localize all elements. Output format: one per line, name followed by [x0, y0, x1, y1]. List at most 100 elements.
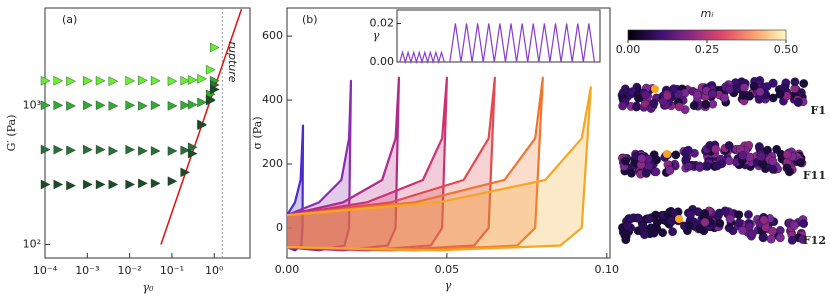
y-tick-label: 0	[276, 221, 283, 234]
particle	[762, 82, 772, 91]
particle	[747, 229, 757, 239]
particle	[700, 209, 710, 218]
marker	[180, 145, 191, 156]
panel-label: (a)	[62, 13, 77, 26]
colorbar	[627, 29, 787, 41]
marker	[40, 179, 51, 190]
y-tick-label: 10²	[23, 238, 41, 251]
particle	[761, 223, 771, 232]
particle	[622, 221, 632, 231]
x-tick-label: 10⁻²	[118, 264, 142, 277]
marker	[187, 99, 198, 110]
colorbar-tick-label: 0.00	[616, 43, 641, 56]
marker	[53, 100, 64, 111]
x-tick-label: 10⁻⁴	[33, 264, 58, 277]
colorbar-tick-label: 0.50	[774, 43, 799, 56]
marker	[167, 76, 178, 87]
particle	[712, 161, 722, 171]
x-tick-label: 0.10	[595, 263, 620, 276]
particle	[758, 233, 768, 243]
y-axis-label: σ (Pa)	[251, 116, 264, 149]
particle	[670, 208, 680, 218]
particle	[632, 102, 641, 112]
particle	[799, 219, 809, 229]
particle	[684, 221, 694, 230]
particle	[711, 144, 720, 154]
particle	[671, 150, 681, 160]
marker	[150, 178, 161, 189]
particle	[734, 210, 744, 220]
marker	[125, 144, 136, 155]
particle	[683, 145, 693, 155]
particle	[789, 221, 799, 231]
marker	[108, 76, 119, 87]
particle	[644, 214, 654, 224]
particle	[695, 224, 705, 233]
marker	[150, 75, 161, 86]
marker	[150, 146, 161, 156]
particle	[621, 235, 631, 245]
marker	[66, 101, 76, 111]
particle	[768, 156, 778, 166]
particle	[634, 213, 643, 223]
marker	[95, 144, 106, 155]
marker	[197, 73, 207, 84]
marker	[40, 100, 51, 111]
particle	[693, 90, 702, 100]
plot-frame	[396, 9, 601, 63]
marker	[95, 75, 106, 86]
x-tick-label: 10⁻¹	[160, 264, 184, 277]
marker	[150, 100, 161, 111]
particle	[799, 79, 809, 88]
colorbar-title: mᵢ	[701, 7, 714, 20]
particle	[796, 158, 805, 167]
x-tick-label: 0.05	[435, 263, 460, 276]
y-tick-label: 400	[262, 93, 283, 106]
particle	[618, 101, 628, 111]
particle	[725, 84, 734, 94]
particle	[738, 226, 747, 235]
particle	[790, 77, 800, 87]
cluster	[617, 76, 809, 114]
stress-curve	[286, 76, 496, 252]
particle	[720, 93, 729, 103]
y-tick-label: 10³	[23, 98, 41, 111]
marker	[53, 179, 64, 190]
particle	[701, 100, 711, 109]
particle	[675, 215, 683, 223]
particle	[793, 97, 803, 107]
panel-label: (b)	[302, 13, 318, 26]
y-tick-label: 600	[262, 29, 283, 42]
particle	[775, 226, 785, 235]
particle	[649, 99, 659, 108]
particle	[768, 226, 777, 236]
marker	[205, 95, 216, 106]
particle	[620, 84, 630, 94]
marker	[205, 64, 216, 75]
particle	[724, 156, 734, 166]
particle	[627, 168, 636, 178]
marker	[66, 76, 76, 87]
marker	[83, 75, 93, 86]
marker	[108, 101, 119, 111]
particle	[689, 101, 699, 110]
particle	[646, 223, 656, 233]
particle	[782, 150, 792, 160]
particle	[652, 155, 661, 165]
particle	[724, 141, 734, 150]
marker	[40, 75, 51, 86]
strain-signal	[449, 23, 596, 63]
y-axis-label: γ	[373, 29, 380, 42]
marker	[187, 148, 198, 159]
particle	[663, 150, 671, 158]
marker	[125, 100, 136, 111]
stress-curve	[286, 86, 592, 252]
particle	[755, 76, 765, 85]
particle	[738, 151, 748, 160]
marker	[210, 84, 220, 95]
particle	[695, 163, 705, 172]
particle	[738, 91, 748, 100]
marker	[210, 42, 220, 53]
cluster	[618, 140, 807, 179]
